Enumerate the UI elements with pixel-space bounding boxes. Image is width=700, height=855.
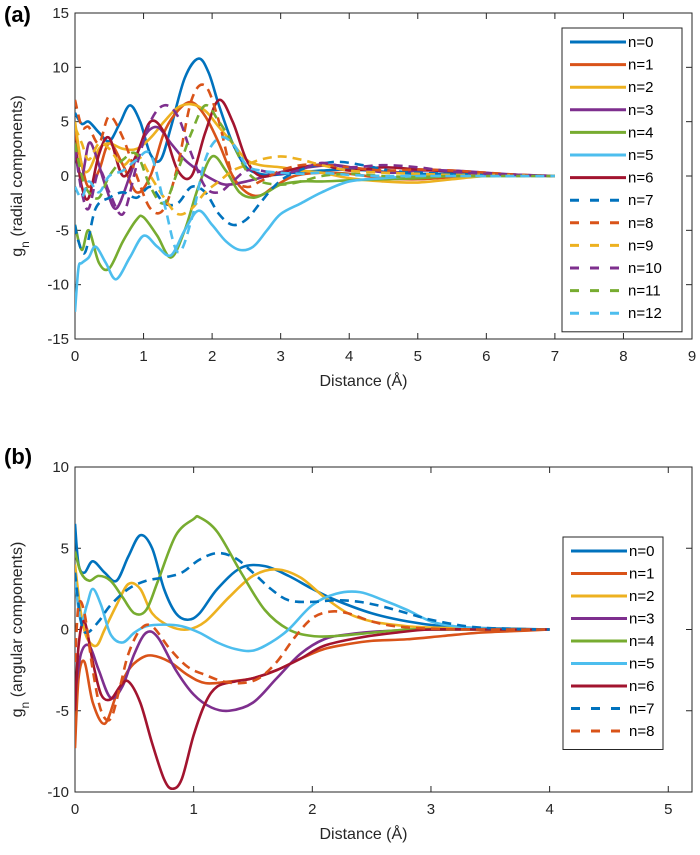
y-tick-label: 10 (52, 59, 69, 76)
x-tick-label: 1 (139, 348, 147, 365)
x-tick-label: 7 (551, 348, 559, 365)
x-tick-label: 2 (208, 348, 216, 365)
x-tick-label: 5 (664, 801, 672, 818)
series-line-n10 (75, 103, 555, 216)
y-tick-label: 15 (52, 5, 69, 22)
y-tick-label: -5 (56, 222, 69, 239)
legend-label: n=8 (629, 723, 654, 740)
x-axis-label: Distance (Å) (319, 824, 407, 843)
series-line-n8 (75, 599, 550, 722)
series-line-n2 (75, 102, 555, 184)
y-axis-label-sub: n (18, 702, 32, 709)
legend-label: n=12 (628, 305, 662, 322)
legend-label: n=2 (629, 588, 654, 605)
series-line-n6 (75, 619, 550, 791)
series-line-n12 (75, 135, 555, 254)
legend-box (561, 27, 683, 333)
x-tick-label: 4 (345, 348, 353, 365)
x-tick-label: 8 (619, 348, 627, 365)
x-tick-label: 6 (482, 348, 490, 365)
y-tick-label: 10 (52, 459, 69, 476)
legend-label: n=6 (629, 678, 654, 695)
series-line-n11 (75, 103, 555, 205)
legend-label: n=1 (629, 566, 654, 583)
y-tick-label: -15 (47, 331, 69, 348)
series-line-n5 (75, 174, 555, 312)
x-tick-label: 4 (545, 801, 553, 818)
y-tick-label: 5 (61, 114, 69, 131)
y-axis-label-rest: (radial components) (9, 95, 26, 241)
series-line-n2 (75, 564, 550, 648)
x-tick-label: 3 (427, 801, 435, 818)
y-tick-label: 0 (61, 168, 69, 185)
y-axis-label-sub: n (18, 241, 32, 248)
legend-label: n=9 (628, 237, 653, 254)
legend-label: n=3 (628, 102, 653, 119)
series-line-n4 (75, 154, 555, 272)
legend-label: n=0 (628, 34, 653, 51)
x-axis-label: Distance (Å) (319, 371, 407, 390)
x-tick-label: 9 (688, 348, 696, 365)
y-axis-label: gn (angular components) (9, 542, 32, 718)
y-axis-label-main: g (9, 248, 26, 257)
panel-label: (a) (4, 2, 31, 27)
series-group (75, 57, 555, 312)
y-tick-label: 0 (61, 622, 69, 639)
x-tick-label: 2 (308, 801, 316, 818)
series-line-n0 (75, 523, 550, 631)
y-axis-label: gn (radial components) (9, 95, 32, 256)
x-tick-label: 1 (189, 801, 197, 818)
x-tick-label: 5 (414, 348, 422, 365)
legend-label: n=3 (629, 611, 654, 628)
legend-label: n=11 (628, 283, 661, 300)
legend-label: n=1 (628, 57, 653, 74)
series-group (75, 514, 550, 791)
legend-label: n=6 (628, 170, 653, 187)
series-line-n7 (75, 551, 550, 635)
x-tick-label: 0 (71, 348, 79, 365)
series-line-n5 (75, 580, 550, 653)
series-line-n4 (75, 514, 550, 638)
y-tick-label: 5 (61, 540, 69, 557)
chart-panel-a: 0 1 2 3 4 5 6 7 8 9 -15 -10 -5 0 5 10 15 n=0 n=1 n=2 n=3 n=4 n… (4, 2, 696, 390)
y-tick-label: -10 (47, 784, 69, 801)
legend-label: n=7 (628, 192, 653, 209)
legend-label: n=8 (628, 215, 653, 232)
legend-label: n=2 (628, 79, 653, 96)
x-tick-label: 0 (71, 801, 79, 818)
y-axis-label-main: g (9, 708, 26, 717)
y-tick-label: -5 (56, 703, 69, 720)
legend-label: n=4 (628, 124, 653, 141)
x-tick-label: 3 (276, 348, 284, 365)
legend-label: n=5 (629, 656, 654, 673)
legend-label: n=10 (628, 260, 662, 277)
chart-panel-b: 0 1 2 3 4 5 -10 -5 0 5 10 n=0 n=1 n=2 n=3 n=4 n=5 n=6 n=7 n… (4, 444, 693, 843)
series-line-n1 (75, 628, 550, 749)
y-axis-label-rest: (angular components) (9, 542, 26, 702)
legend-label: n=7 (629, 701, 654, 718)
legend-label: n=5 (628, 147, 653, 164)
legend-label: n=0 (629, 543, 654, 560)
legend-label: n=4 (629, 633, 654, 650)
series-line-n9 (75, 126, 555, 216)
panel-label: (b) (4, 444, 32, 469)
series-line-n6 (75, 98, 555, 201)
y-tick-label: -10 (47, 277, 69, 294)
